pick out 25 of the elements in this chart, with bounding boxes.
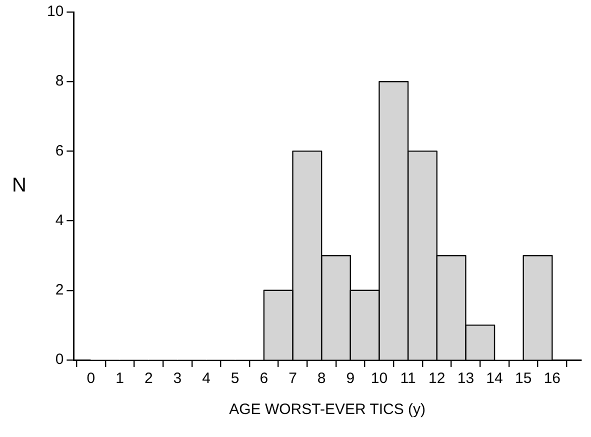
x-tick-label: 0: [86, 370, 96, 388]
y-tick-label: 10: [46, 3, 64, 20]
x-axis-title: AGE WORST-EVER TICS (y): [229, 401, 426, 418]
x-tick-label: 16: [544, 370, 561, 388]
x-tick-label: 13: [457, 370, 474, 388]
y-tick-label: 4: [55, 212, 64, 229]
y-axis-title: N: [12, 174, 26, 197]
x-tick-label: 8: [317, 370, 326, 388]
x-tick-label: 3: [173, 370, 182, 388]
x-tick-label: 11: [400, 370, 416, 388]
x-tick-label: 4: [202, 370, 210, 388]
x-tick-label: 12: [428, 370, 446, 388]
y-tick-label: 8: [55, 72, 64, 90]
x-tick-label: 14: [486, 370, 503, 388]
x-tick-label: 2: [144, 370, 153, 388]
x-tick-label: 15: [515, 370, 532, 388]
y-tick-label: 6: [55, 142, 64, 160]
x-tick-label: 10: [370, 370, 388, 388]
x-tick-label: 7: [288, 370, 297, 388]
x-tick-label: 1: [116, 370, 124, 388]
x-tick-label: 9: [346, 370, 355, 388]
x-tick-label: 5: [230, 370, 240, 388]
x-tick-label: 6: [260, 370, 268, 388]
y-tick-label: 2: [55, 282, 64, 299]
y-tick-label: 0: [55, 351, 64, 368]
